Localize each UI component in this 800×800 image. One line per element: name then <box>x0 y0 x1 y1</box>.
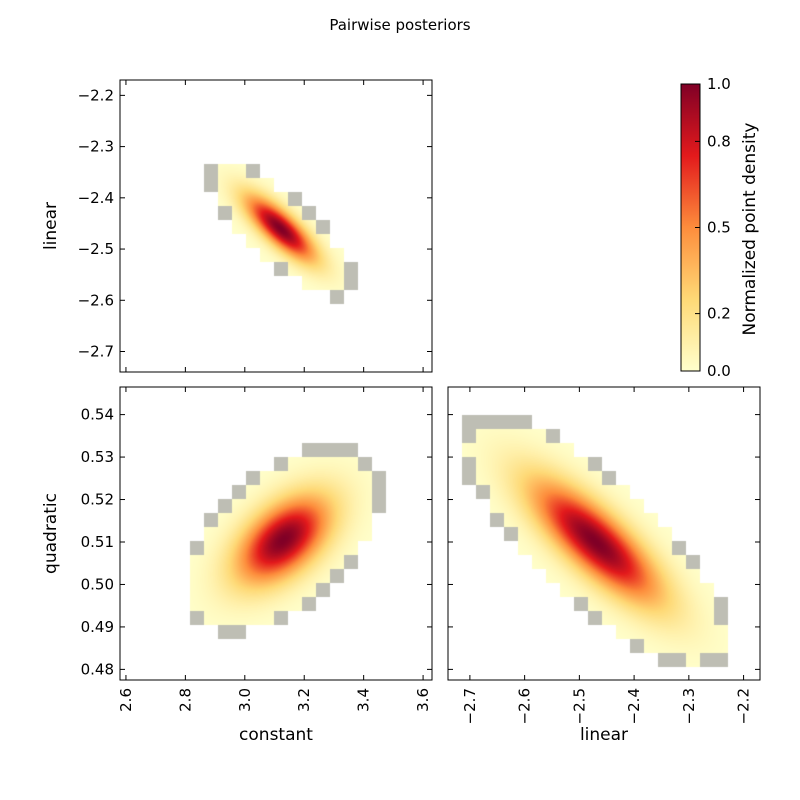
x-tick-label: 3.4 <box>355 688 373 712</box>
x-tick-label: 2.8 <box>176 688 194 712</box>
colorbar-tick-label: 0.0 <box>707 362 731 380</box>
colorbar: 0.0 0.2 0.5 0.8 1.0 Normalized point density <box>680 75 760 380</box>
x-tick-label: 2.6 <box>117 688 135 712</box>
y-tick-label: 0.53 <box>81 448 114 466</box>
y-tick-label: 0.52 <box>81 491 114 509</box>
x-tick-label: −2.4 <box>625 688 643 724</box>
x-axis-label: linear <box>580 725 628 745</box>
axes-frame <box>447 386 761 681</box>
y-tick-label: −2.5 <box>78 240 114 258</box>
colorbar-label: Normalized point density <box>740 123 760 336</box>
y-axis-label: quadratic <box>41 493 61 574</box>
figure-title: Pairwise posteriors <box>329 16 470 34</box>
density-heatmap <box>448 387 760 680</box>
x-tick-label: −2.7 <box>461 688 479 724</box>
y-tick-label: −2.4 <box>78 189 114 207</box>
axes-frame <box>119 79 433 373</box>
y-tick-label: −2.2 <box>78 86 114 104</box>
y-tick-label: −2.7 <box>78 343 114 361</box>
x-tick-label: 3.2 <box>295 688 313 712</box>
x-tick-label: 3.6 <box>414 688 432 712</box>
colorbar-tick-label: 0.5 <box>707 219 731 237</box>
x-tick-label: 3.0 <box>236 688 254 712</box>
x-tick-label: −2.5 <box>570 688 588 724</box>
x-tick-label: −2.3 <box>680 688 698 724</box>
density-heatmap <box>120 387 432 680</box>
panel-quadratic_vs_constant: 2.6 2.8 3.0 3.2 3.4 3.6 0.48 0.49 0.50 0.51 0.52 0.… <box>41 386 433 745</box>
y-tick-label: 0.50 <box>81 575 114 593</box>
y-axis-label: linear <box>41 202 61 250</box>
panel-linear_vs_constant: −2.2 −2.3 −2.4 −2.5 −2.6 −2.7 linear <box>41 79 433 373</box>
panels: −2.2 −2.3 −2.4 −2.5 −2.6 −2.7 linear 2.6 2.8 3.0 3… <box>41 79 761 745</box>
x-tick-label: −2.6 <box>516 688 534 724</box>
y-tick-label: 0.48 <box>81 660 114 678</box>
panel-quadratic_vs_linear: −2.7 −2.6 −2.5 −2.4 −2.3 −2.2 linear <box>447 386 761 745</box>
colorbar-ticks: 0.0 0.2 0.5 0.8 1.0 <box>695 75 731 380</box>
x-tick-label: −2.2 <box>735 688 753 724</box>
y-tick-label: −2.6 <box>78 291 114 309</box>
y-tick-label: −2.3 <box>78 138 114 156</box>
y-tick-label: 0.54 <box>81 406 114 424</box>
x-axis-label: constant <box>239 725 313 745</box>
colorbar-tick-label: 1.0 <box>707 75 731 93</box>
y-tick-label: 0.51 <box>81 533 114 551</box>
colorbar-tick-label: 0.8 <box>707 132 731 150</box>
density-heatmap <box>120 80 432 372</box>
axes-frame <box>119 386 433 681</box>
y-tick-label: 0.49 <box>81 618 114 636</box>
colorbar-tick-label: 0.2 <box>707 305 731 323</box>
